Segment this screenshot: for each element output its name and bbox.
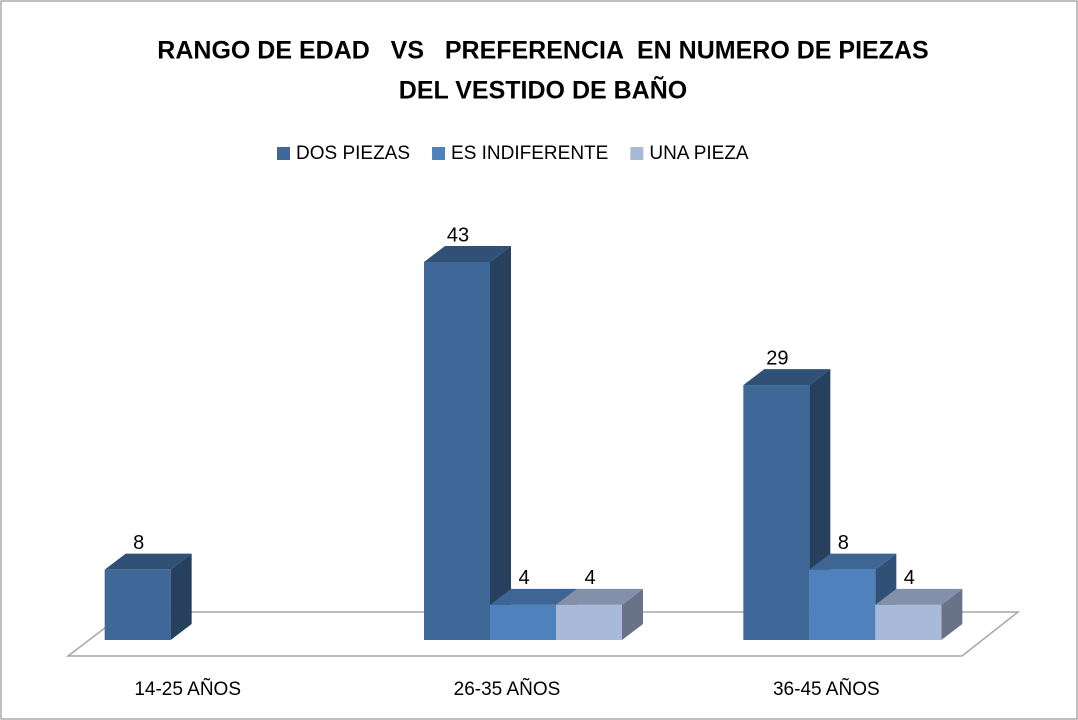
legend-swatch — [630, 147, 644, 160]
bar — [490, 604, 556, 640]
data-label: 29 — [766, 347, 788, 369]
bar-top — [424, 246, 511, 262]
x-tick-label: 14-25 AÑOS — [134, 678, 241, 700]
data-label: 4 — [584, 567, 595, 589]
data-label: 4 — [518, 567, 529, 589]
bar — [809, 569, 876, 640]
bar-top — [875, 588, 963, 605]
bar — [104, 569, 171, 640]
data-label: 8 — [133, 532, 144, 554]
data-label: 43 — [447, 224, 469, 246]
bar — [556, 604, 622, 640]
bar-top — [743, 369, 831, 386]
legend-label: DOS PIEZAS — [296, 143, 410, 164]
bar-top — [490, 588, 577, 605]
bar-side — [941, 588, 963, 640]
legend-label: UNA PIEZA — [649, 143, 749, 164]
bar-top — [104, 553, 192, 570]
bar-side — [490, 246, 511, 640]
legend-label: ES INDIFERENTE — [451, 143, 608, 164]
bar — [743, 385, 810, 640]
bar — [424, 262, 490, 640]
x-tick-label: 26-35 AÑOS — [454, 678, 561, 700]
bar-side — [170, 553, 192, 640]
bar-top — [809, 553, 897, 570]
x-tick-label: 36-45 AÑOS — [773, 678, 880, 700]
legend-swatch — [432, 147, 446, 160]
legend-swatch — [277, 147, 290, 160]
bar-side — [622, 588, 643, 640]
data-label: 4 — [904, 567, 915, 589]
chart-title: RANGO DE EDAD VS PREFERENCIA EN NUMERO D… — [157, 37, 928, 65]
bar — [875, 604, 942, 640]
bar-top — [556, 588, 643, 605]
data-label: 8 — [838, 532, 849, 554]
chart-title: DEL VESTIDO DE BAÑO — [399, 75, 687, 105]
